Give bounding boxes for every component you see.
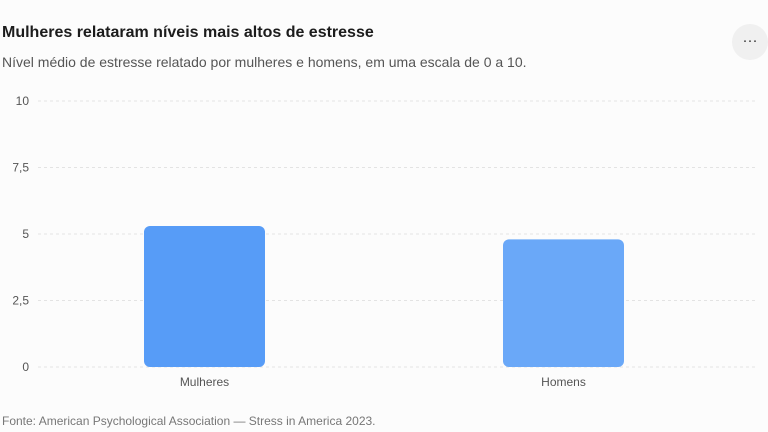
bar-chart: 0 2,5 5 7,5 10 Mulheres Homens — [12, 94, 756, 389]
more-options-button[interactable]: ··· — [732, 24, 768, 60]
x-tick-label: Homens — [541, 375, 586, 389]
y-tick-label: 10 — [16, 94, 30, 108]
y-tick-label: 0 — [22, 360, 29, 374]
bar-homens[interactable] — [503, 239, 624, 367]
y-tick-label: 7,5 — [12, 161, 29, 175]
y-tick-label: 2,5 — [12, 294, 29, 308]
more-horizontal-icon: ··· — [742, 31, 758, 49]
source-note: Fonte: American Psychological Associatio… — [2, 414, 376, 428]
bars — [144, 226, 624, 367]
y-tick-label: 5 — [22, 227, 29, 241]
chart-title: Mulheres relataram níveis mais altos de … — [2, 24, 374, 41]
chart-subtitle: Nível médio de estresse relatado por mul… — [2, 54, 527, 70]
x-tick-label: Mulheres — [180, 375, 229, 389]
x-axis-ticks: Mulheres Homens — [180, 375, 586, 389]
y-axis-ticks: 0 2,5 5 7,5 10 — [12, 94, 29, 374]
bar-mulheres[interactable] — [144, 226, 265, 367]
